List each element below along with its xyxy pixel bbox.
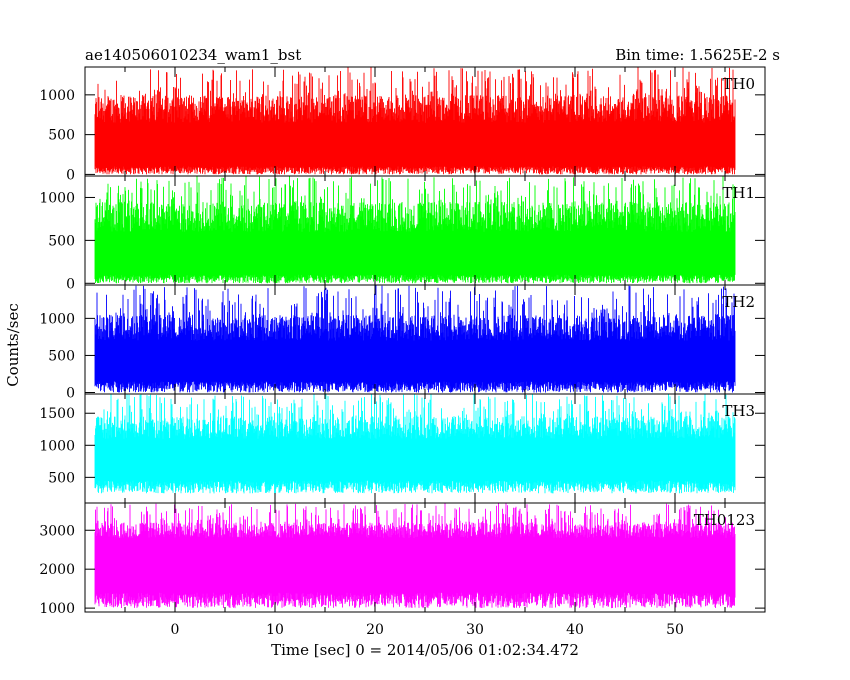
y-tick-label: 500 (48, 348, 75, 364)
series-trace-th2 (94, 285, 736, 393)
y-tick-label: 2000 (39, 562, 75, 578)
y-tick-label: 0 (66, 167, 75, 183)
y-tick-label: 1000 (39, 601, 75, 617)
series-trace-th0 (94, 67, 736, 175)
x-tick-label: 40 (566, 622, 584, 638)
y-axis-label: Counts/sec (4, 303, 22, 387)
x-tick-label: 0 (171, 622, 180, 638)
y-tick-label: 1000 (39, 190, 75, 206)
panel-label-th0: TH0 (722, 75, 755, 93)
y-tick-label: 500 (48, 470, 75, 486)
y-tick-label: 0 (66, 276, 75, 292)
chart-title: ae140506010234_wam1_bst (85, 46, 301, 64)
x-tick-label: 10 (266, 622, 284, 638)
y-tick-label: 500 (48, 128, 75, 144)
axis-ticks: 0500100005001000050010005001000150010002… (39, 67, 765, 638)
y-tick-label: 1500 (39, 406, 75, 422)
data-traces (94, 67, 736, 609)
y-tick-label: 1000 (39, 311, 75, 327)
x-tick-label: 30 (466, 622, 484, 638)
panel-label-th2: TH2 (722, 293, 755, 311)
x-axis-label: Time [sec] 0 = 2014/05/06 01:02:34.472 (271, 641, 579, 659)
y-tick-label: 500 (48, 233, 75, 249)
bin-time-label: Bin time: 1.5625E-2 s (615, 46, 780, 64)
panel-label-th0123: TH0123 (694, 511, 755, 529)
y-tick-label: 0 (66, 386, 75, 402)
y-tick-label: 3000 (39, 523, 75, 539)
x-tick-label: 20 (366, 622, 384, 638)
series-trace-th3 (94, 394, 736, 494)
series-trace-th1 (94, 176, 736, 284)
panel-label-th3: TH3 (722, 402, 755, 420)
x-tick-label: 50 (666, 622, 684, 638)
series-trace-th0123 (94, 503, 736, 609)
y-tick-label: 1000 (39, 88, 75, 104)
panel-label-th1: TH1 (722, 184, 755, 202)
y-tick-label: 1000 (39, 438, 75, 454)
